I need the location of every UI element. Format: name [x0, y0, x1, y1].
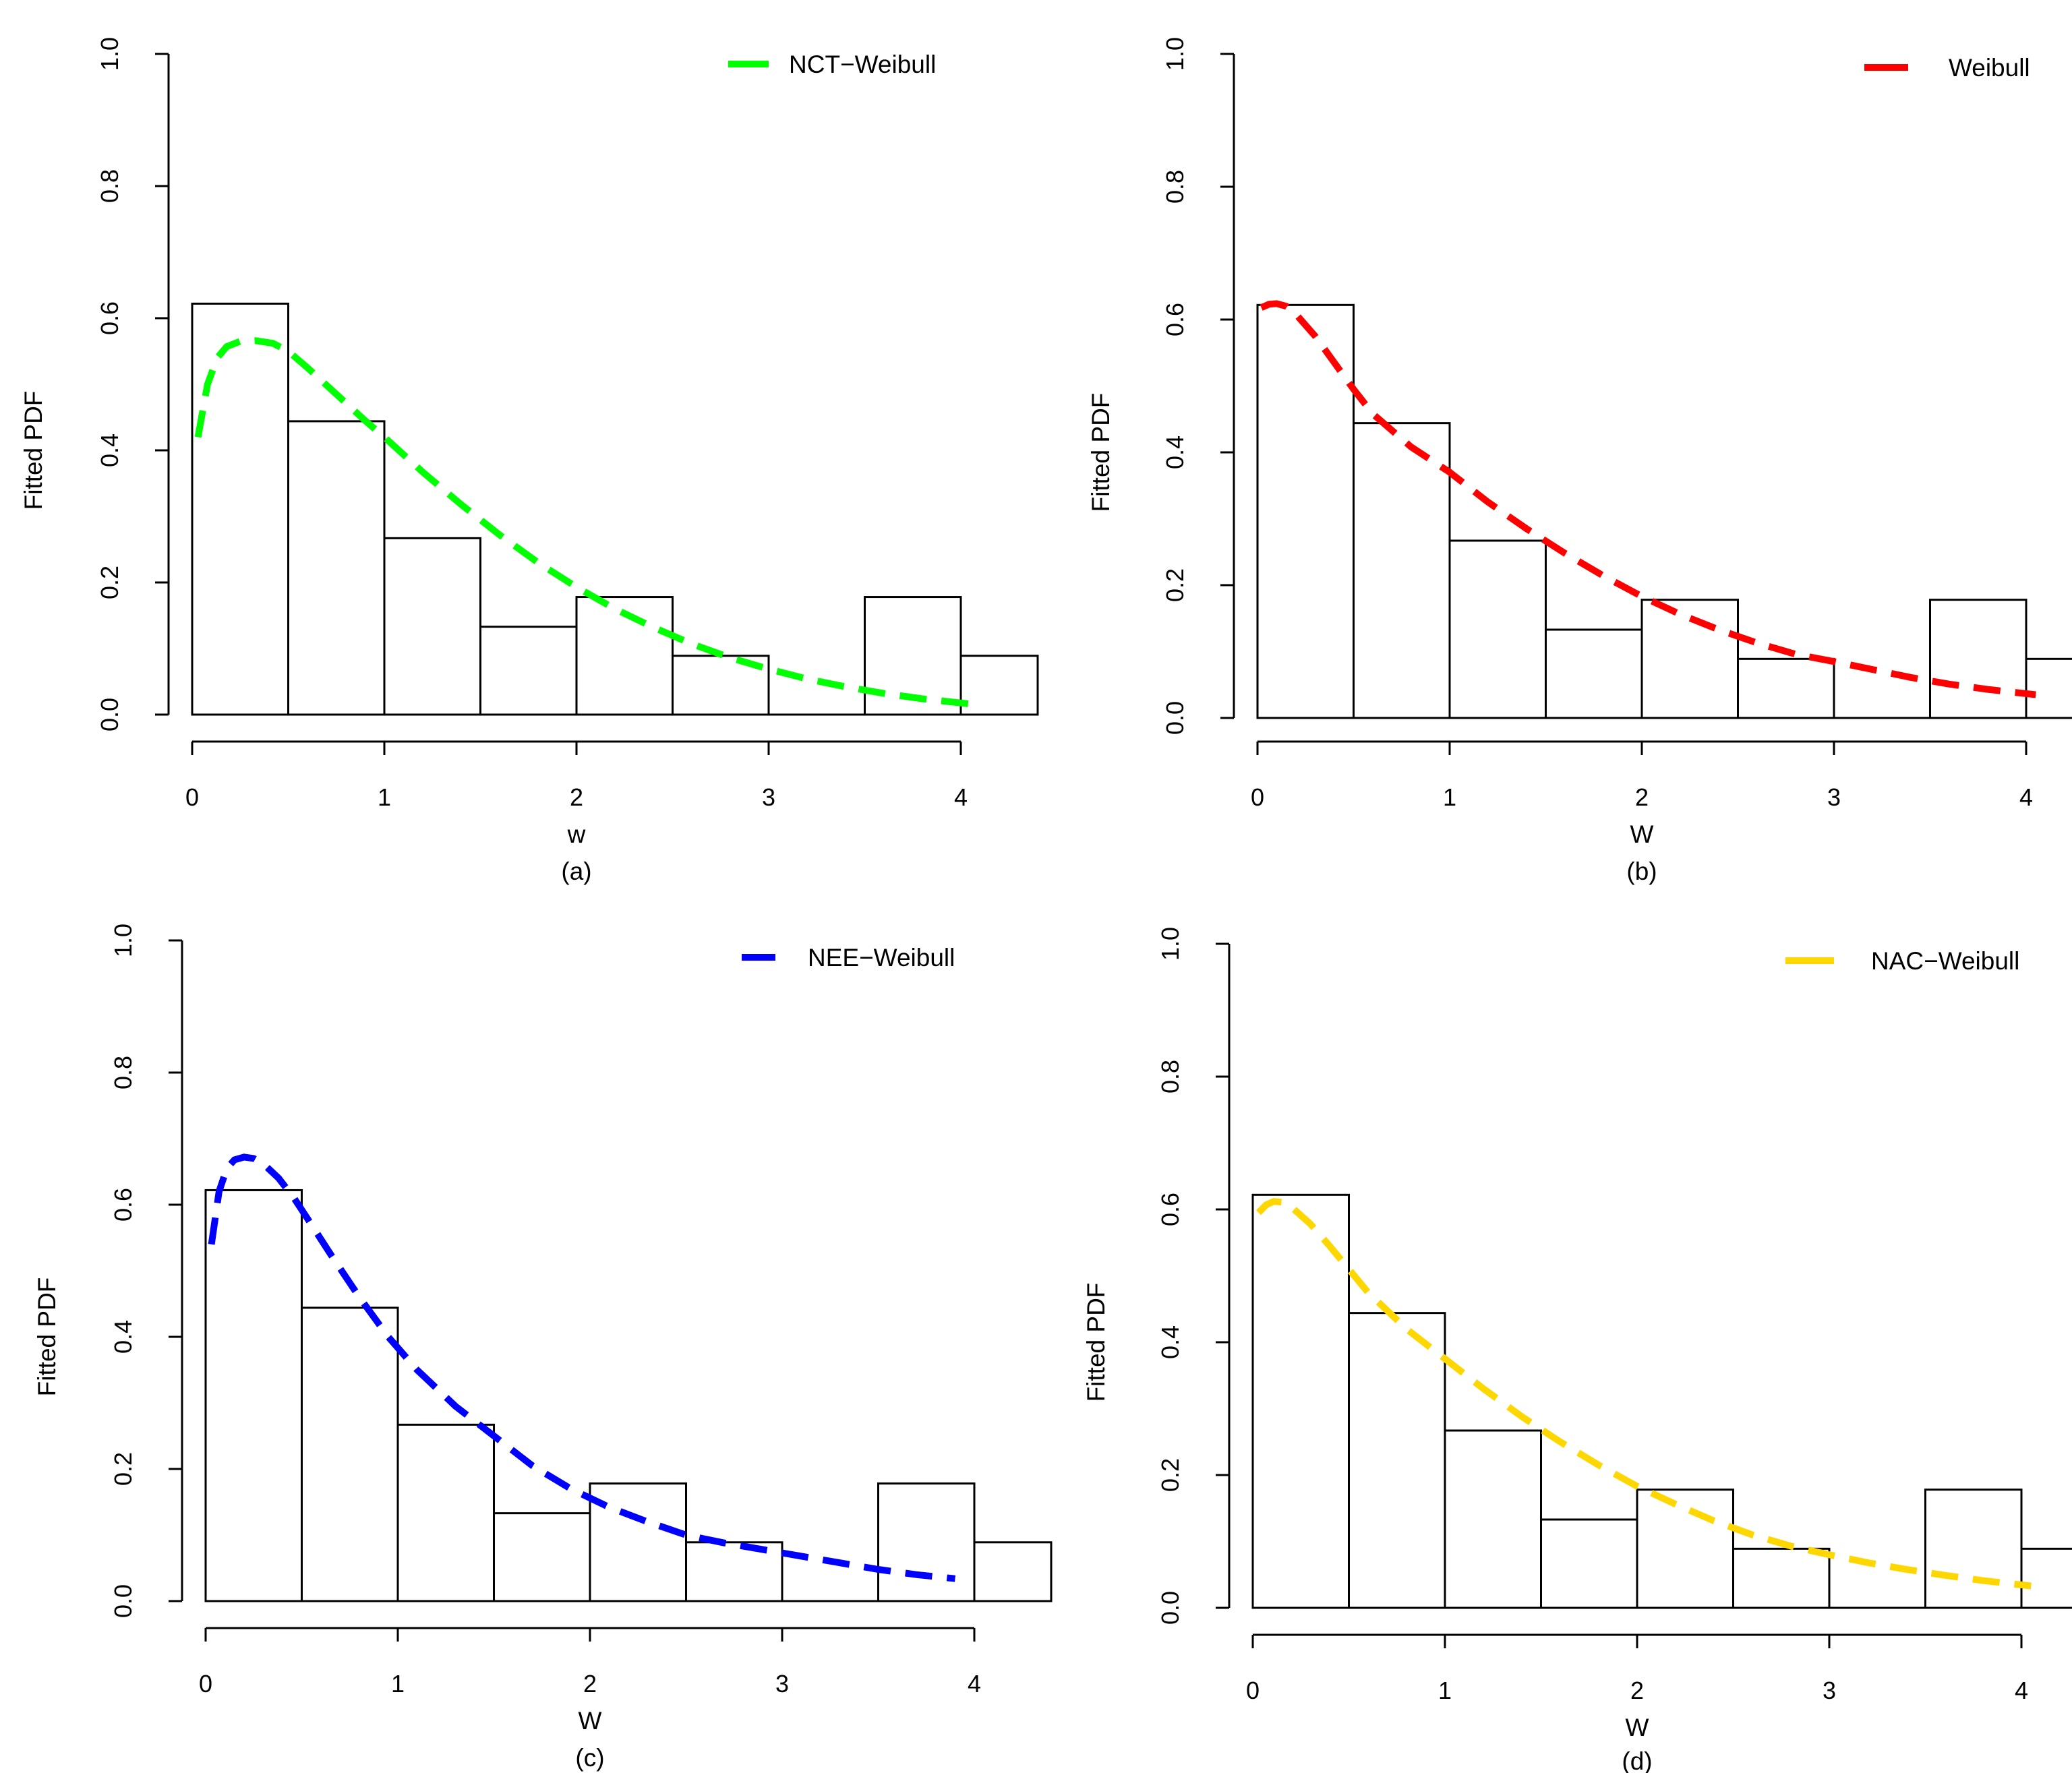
histogram-bar [396, 1423, 495, 1602]
panel-caption: (b) [1626, 858, 1657, 885]
histogram-bar [1737, 657, 1835, 719]
y-tick-label: 0.0 [96, 698, 123, 731]
x-tick-label: 0 [1246, 1677, 1260, 1704]
density-curve [1255, 1198, 2032, 1590]
y-axis-label: Fitted PDF [1087, 393, 1115, 512]
y-tick-label: 0.2 [96, 566, 123, 599]
legend-label: NCT−Weibull [789, 51, 936, 78]
y-tick-label: 0.2 [1161, 568, 1189, 602]
x-tick-label: 1 [378, 783, 391, 811]
y-tick-label: 0.8 [96, 169, 123, 203]
x-tick-label: 3 [775, 1670, 789, 1697]
histogram-bar [1353, 422, 1451, 719]
histogram-bar [301, 1306, 399, 1602]
legend-label: Weibull [1949, 54, 2030, 82]
x-tick-label: 1 [391, 1670, 405, 1697]
histogram-bar [1444, 1429, 1542, 1609]
histogram-bar [383, 537, 481, 716]
y-tick-label: 1.0 [109, 924, 137, 957]
legend-label: NEE−Weibull [808, 944, 955, 971]
y-tick-label: 0.6 [1161, 303, 1189, 336]
histogram-bar [877, 1482, 976, 1602]
histogram-bar [1448, 539, 1547, 719]
histogram-bar [1540, 1518, 1638, 1609]
y-tick-label: 0.6 [109, 1188, 137, 1222]
panel-caption: (a) [561, 858, 591, 885]
x-tick-label: 1 [1438, 1677, 1452, 1704]
panel-a: 0.0 0.2 0.4 0.6 0.8 1.0 0 1 2 3 4 w Fitted PDF (a) NCT… [20, 37, 1039, 885]
x-tick-label: 2 [583, 1670, 597, 1697]
histogram-bar [1636, 1489, 1734, 1609]
y-tick-label: 0.8 [109, 1056, 137, 1089]
panel-caption: (d) [1622, 1747, 1652, 1773]
y-tick-label: 0.6 [1156, 1193, 1184, 1226]
histogram-bar [1924, 1489, 2023, 1609]
y-tick-label: 0.8 [1161, 170, 1189, 204]
histogram-bar [589, 1482, 687, 1602]
panel-caption: (c) [575, 1744, 604, 1772]
x-tick-label: 0 [199, 1670, 212, 1697]
histogram-bar [1256, 303, 1355, 719]
y-axis-label: Fitted PDF [1082, 1283, 1110, 1402]
panel-b: 0.0 0.2 0.4 0.6 0.8 1.0 0 1 2 3 4 W Fitted PDF (b) Wei… [1087, 37, 2072, 885]
histogram-bar [959, 655, 1039, 716]
y-tick-label: 1.0 [96, 37, 123, 71]
y-axis-label: Fitted PDF [20, 391, 47, 510]
x-tick-label: 0 [185, 783, 199, 811]
x-axis-label: W [1630, 820, 1654, 848]
y-tick-label: 0.0 [109, 1584, 137, 1618]
y-tick-label: 0.6 [96, 301, 123, 335]
y-tick-label: 0.4 [1161, 435, 1189, 469]
histogram-bar [287, 420, 386, 716]
density-curve [208, 1153, 956, 1582]
density-curve [194, 337, 971, 708]
x-tick-label: 4 [968, 1670, 981, 1697]
histogram-bar [2020, 1547, 2072, 1609]
density-curve [1260, 300, 2036, 698]
y-tick-label: 0.2 [1156, 1458, 1184, 1492]
histogram-bar [973, 1541, 1053, 1602]
y-tick-label: 0.0 [1156, 1591, 1184, 1625]
panel-c: 0.0 0.2 0.4 0.6 0.8 1.0 0 1 2 3 4 W Fitted PDF (c) NEE… [33, 924, 1053, 1772]
histogram-bar [479, 626, 578, 716]
x-tick-label: 2 [570, 783, 583, 811]
histogram-bar [685, 1541, 783, 1602]
x-tick-label: 0 [1251, 783, 1264, 811]
y-tick-label: 1.0 [1161, 37, 1189, 71]
y-tick-label: 0.4 [96, 433, 123, 467]
y-axis-label: Fitted PDF [33, 1278, 61, 1397]
x-tick-label: 3 [1827, 783, 1841, 811]
y-tick-label: 0.8 [1156, 1060, 1184, 1093]
panel-d: 0.0 0.2 0.4 0.6 0.8 1.0 0 1 2 3 4 W Fitted PDF (d) NAC… [1082, 927, 2072, 1773]
histogram-bar [1348, 1312, 1446, 1609]
histogram-bar [1929, 599, 2027, 719]
y-tick-label: 0.4 [109, 1320, 137, 1354]
histogram-bar [1732, 1547, 1831, 1609]
y-tick-label: 0.4 [1156, 1325, 1184, 1359]
histogram-bar [204, 1189, 303, 1602]
y-tick-label: 1.0 [1156, 927, 1184, 961]
x-tick-label: 3 [762, 783, 775, 811]
y-tick-label: 0.2 [109, 1452, 137, 1486]
y-tick-label: 0.0 [1161, 701, 1189, 735]
x-tick-label: 4 [2015, 1677, 2028, 1704]
histogram-bar [191, 302, 289, 716]
x-axis-label: W [579, 1707, 602, 1735]
x-tick-label: 1 [1443, 783, 1456, 811]
histogram-bar [493, 1512, 591, 1602]
x-tick-label: 4 [2019, 783, 2033, 811]
x-tick-label: 2 [1630, 1677, 1644, 1704]
histogram-bar [1640, 599, 1739, 719]
histogram-bar [1545, 628, 1643, 719]
x-tick-label: 4 [954, 783, 968, 811]
x-tick-label: 3 [1823, 1677, 1836, 1704]
x-axis-label: W [1626, 1714, 1649, 1741]
x-tick-label: 2 [1635, 783, 1649, 811]
x-axis-label: w [567, 820, 586, 848]
histogram-bar [2025, 657, 2072, 719]
legend-label: NAC−Weibull [1871, 947, 2019, 975]
